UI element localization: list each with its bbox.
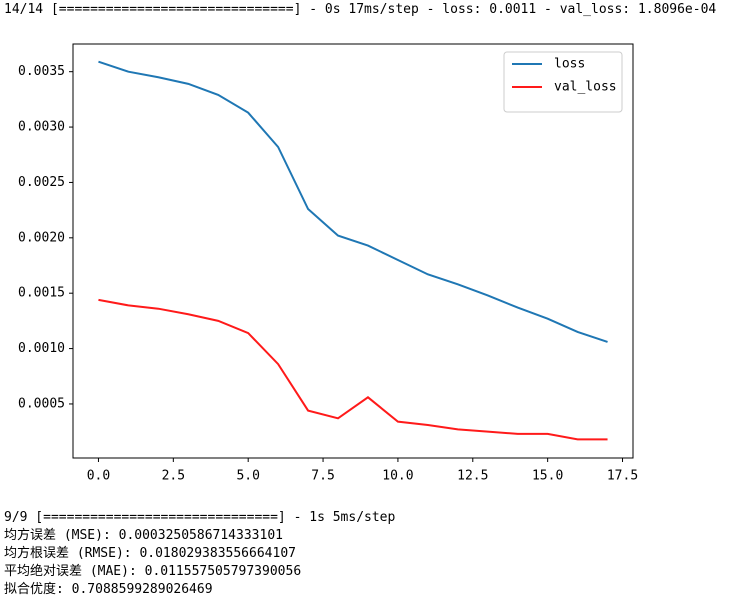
- legend-label: val_loss: [554, 80, 617, 95]
- log-line: 均方根误差 (RMSE): 0.018029383556664107: [4, 546, 296, 561]
- x-tick-label: 7.5: [311, 469, 334, 484]
- x-tick-label: 10.0: [382, 469, 413, 484]
- y-tick-label: 0.0005: [18, 396, 65, 411]
- log-line: 均方误差 (MSE): 0.0003250586714333101: [4, 528, 283, 543]
- legend-box: [503, 51, 623, 113]
- log-line: 平均绝对误差 (MAE): 0.011557505797390056: [4, 564, 302, 579]
- log-line: 14/14 [==============================] -…: [4, 2, 717, 17]
- y-tick-label: 0.0015: [18, 286, 65, 301]
- x-tick-label: 17.5: [607, 469, 638, 484]
- series-line: [98, 298, 608, 441]
- x-tick-label: 12.5: [457, 469, 488, 484]
- x-tick-label: 2.5: [162, 469, 185, 484]
- x-tick-label: 0.0: [87, 469, 110, 484]
- y-tick-label: 0.0025: [18, 175, 65, 190]
- x-tick-label: 5.0: [236, 469, 259, 484]
- y-tick-label: 0.0030: [18, 120, 65, 135]
- y-tick-label: 0.0035: [18, 64, 65, 79]
- log-line: 拟合优度: 0.7088599289026469: [4, 582, 213, 597]
- y-tick-label: 0.0010: [18, 341, 65, 356]
- x-tick-label: 15.0: [532, 469, 563, 484]
- y-tick-label: 0.0020: [18, 230, 65, 245]
- plot-frame: [72, 43, 634, 459]
- chart: 0.00050.00100.00150.00200.00250.00300.00…: [18, 43, 638, 484]
- series-line: [98, 60, 608, 343]
- legend-label: loss: [554, 57, 585, 72]
- log-line: 9/9 [==============================] - 1…: [4, 510, 396, 525]
